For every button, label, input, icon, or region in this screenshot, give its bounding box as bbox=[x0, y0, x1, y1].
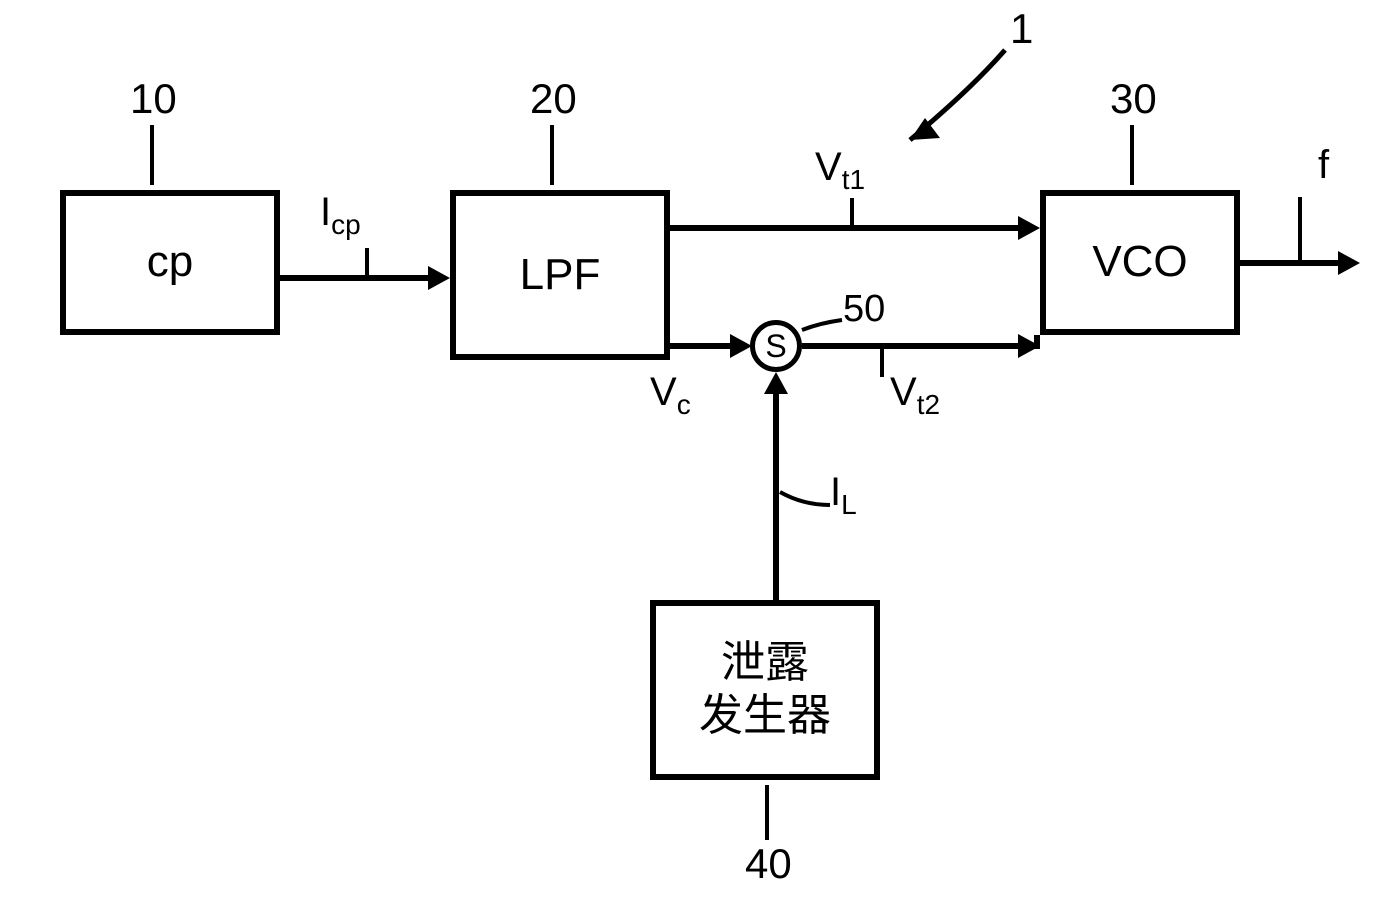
label-vt2: Vt2 bbox=[890, 370, 940, 421]
arrowhead-cp-lpf bbox=[428, 266, 450, 290]
arrow-sum-vco-vert bbox=[1034, 335, 1040, 349]
tick-f bbox=[1298, 197, 1302, 262]
pointer-curve-1 bbox=[870, 40, 1030, 170]
pointer-sum bbox=[800, 318, 845, 338]
tick-lpf bbox=[550, 125, 554, 185]
block-lpf-label: LPF bbox=[520, 249, 601, 302]
label-f: f bbox=[1318, 143, 1329, 188]
arrowhead-leak-sum bbox=[764, 372, 788, 394]
label-il: IL bbox=[830, 470, 857, 521]
tick-icp bbox=[365, 248, 369, 276]
block-cp: cp bbox=[60, 190, 280, 335]
ref-sum: 50 bbox=[843, 288, 885, 331]
arrowhead-lpf-sum bbox=[730, 334, 752, 358]
tick-cp bbox=[150, 125, 154, 185]
ref-leak: 40 bbox=[745, 840, 792, 888]
arrow-lpf-vco-top bbox=[670, 225, 1020, 231]
label-icp: Icp bbox=[320, 190, 361, 241]
block-leak: 泄露 发生器 bbox=[650, 600, 880, 780]
block-lpf: LPF bbox=[450, 190, 670, 360]
arrow-cp-lpf bbox=[280, 275, 430, 281]
arrowhead-lpf-vco-top bbox=[1018, 216, 1040, 240]
ref-cp: 10 bbox=[130, 75, 177, 123]
block-vco-label: VCO bbox=[1092, 236, 1187, 289]
arrowhead-vco-out bbox=[1338, 251, 1360, 275]
block-leak-label2: 发生器 bbox=[699, 690, 831, 743]
block-vco: VCO bbox=[1040, 190, 1240, 335]
tick-leak bbox=[765, 785, 769, 840]
block-cp-label: cp bbox=[147, 236, 193, 289]
label-vc: Vc bbox=[650, 370, 691, 421]
ref-lpf: 20 bbox=[530, 75, 577, 123]
ref-vco: 30 bbox=[1110, 75, 1157, 123]
arrow-sum-vco bbox=[802, 343, 1022, 349]
summation-node: S bbox=[750, 320, 802, 372]
arrow-lpf-sum bbox=[670, 343, 735, 349]
ref-overall: 1 bbox=[1010, 5, 1033, 53]
tick-vt1 bbox=[850, 198, 854, 226]
tick-vt2 bbox=[880, 349, 884, 377]
summation-label: S bbox=[765, 328, 786, 365]
label-vt1: Vt1 bbox=[815, 145, 865, 196]
arrow-vco-out bbox=[1240, 260, 1340, 266]
pointer-il bbox=[778, 490, 833, 515]
block-leak-label1: 泄露 bbox=[721, 637, 809, 690]
tick-vco bbox=[1130, 125, 1134, 185]
